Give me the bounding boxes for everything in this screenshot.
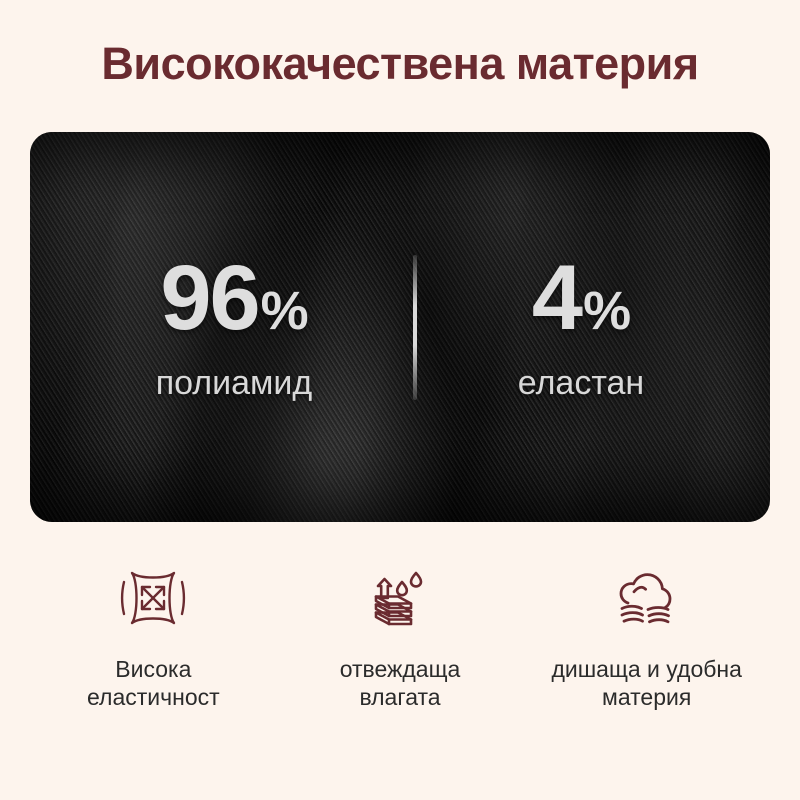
page-title: Висококачествена материя <box>101 38 699 89</box>
moisture-wicking-layers-icon <box>367 565 433 631</box>
feature-high-elasticity: Висока еластичност <box>30 565 277 711</box>
fabric-drape-shadows <box>30 132 770 522</box>
feature-row: Висока еластичност <box>30 565 770 711</box>
stat-polyamide-value-group: 96 % <box>160 246 309 349</box>
stretch-arrows-icon <box>120 565 186 631</box>
stat-elastane-percent-symbol: % <box>583 280 631 341</box>
stat-elastane: 4 % еластан <box>431 252 731 403</box>
feature-breathable: дишаща и удобна материя <box>523 565 770 711</box>
fabric-swatch-panel: 96 % полиамид 4 % еластан <box>30 132 770 522</box>
feature-high-elasticity-label: Висока еластичност <box>87 656 220 711</box>
stat-elastane-number: 4 <box>531 246 583 349</box>
stat-polyamide-percent-symbol: % <box>260 280 309 341</box>
feature-moisture-wicking: отвеждаща влагата <box>277 565 524 711</box>
stat-polyamide-number: 96 <box>160 246 260 349</box>
stat-elastane-value-group: 4 % <box>531 246 631 349</box>
breathable-cloud-icon <box>614 565 680 631</box>
stats-divider <box>413 254 417 400</box>
feature-moisture-wicking-label: отвеждаща влагата <box>339 656 461 711</box>
stat-elastane-label: еластан <box>517 363 645 402</box>
fabric-drape-highlights <box>30 132 770 522</box>
stat-polyamide: 96 % полиамид <box>69 252 399 403</box>
stat-polyamide-label: полиамид <box>155 363 313 402</box>
feature-breathable-label: дишаща и удобна материя <box>551 656 742 711</box>
composition-stats: 96 % полиамид 4 % еластан <box>30 132 770 522</box>
